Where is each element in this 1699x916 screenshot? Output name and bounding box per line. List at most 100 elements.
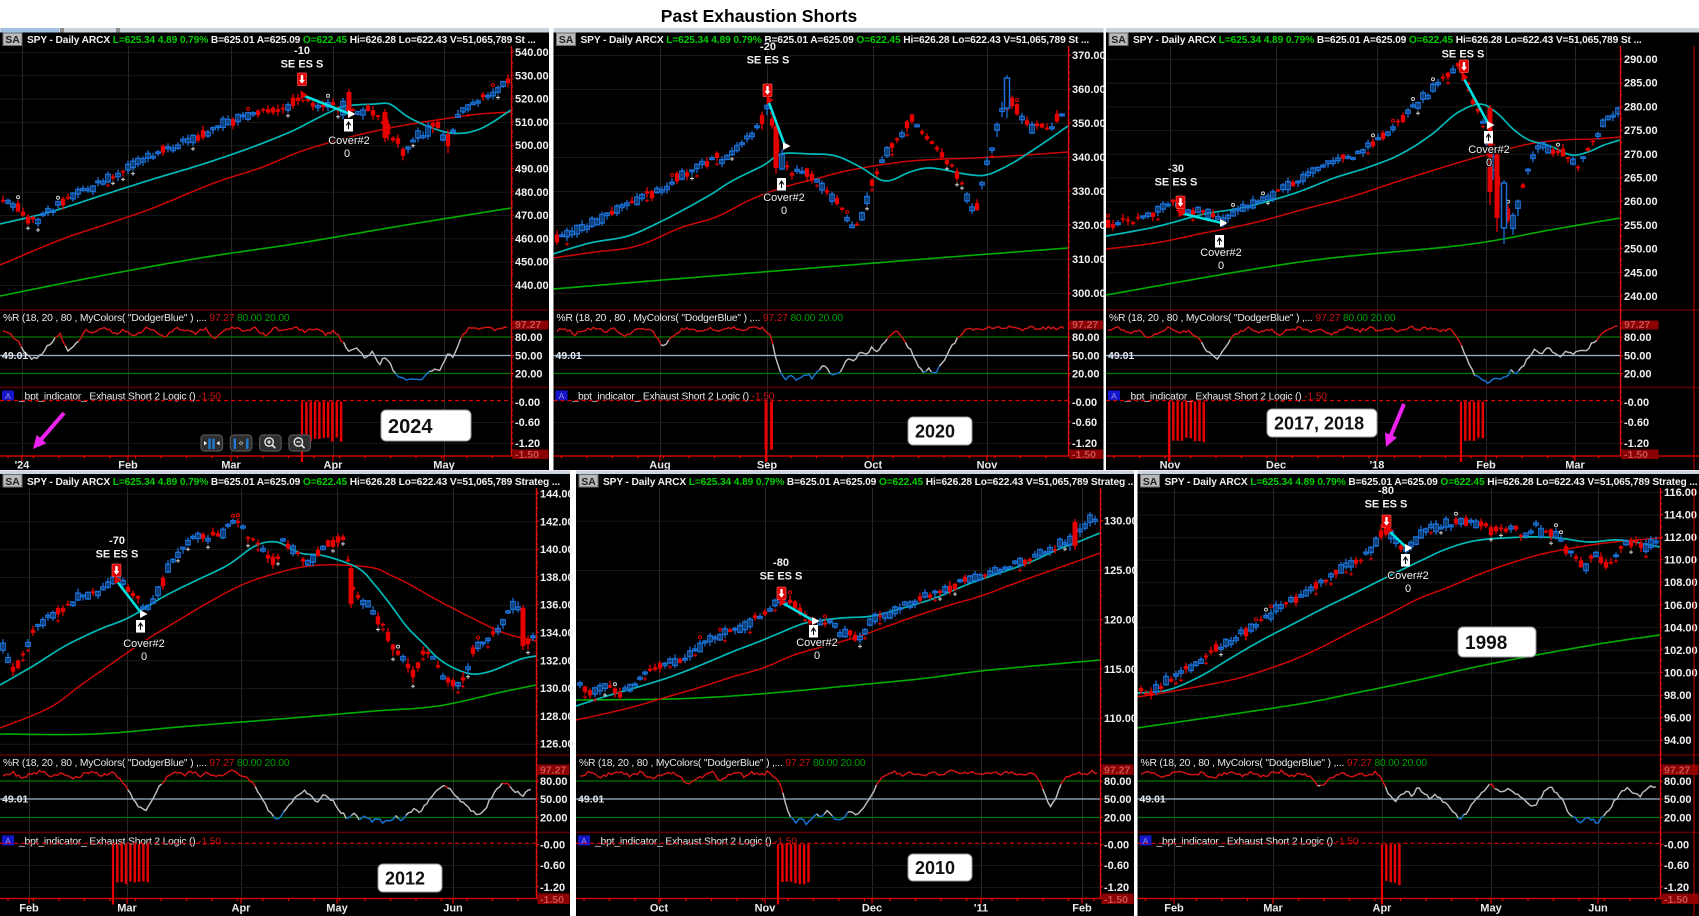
- svg-text:0: 0: [814, 650, 820, 662]
- svg-text:-0.00: -0.00: [540, 840, 565, 852]
- svg-text:%R (18, 20 , 80 , MyColors( "D: %R (18, 20 , 80 , MyColors( "DodgerBlue"…: [3, 313, 290, 324]
- svg-text:80.00: 80.00: [540, 776, 568, 788]
- svg-text:Cover#2: Cover#2: [1468, 144, 1510, 156]
- svg-text:97.27: 97.27: [1624, 319, 1650, 331]
- svg-text:SPY - Daily ARCX L=625.34 4: SPY - Daily ARCX L=625.34 4.89 0.79% B=6…: [27, 477, 560, 488]
- svg-text:97.27: 97.27: [1664, 765, 1690, 777]
- svg-text:-0.60: -0.60: [1664, 860, 1689, 872]
- svg-text:Feb: Feb: [1476, 460, 1496, 472]
- svg-text:115.00: 115.00: [1104, 664, 1137, 676]
- svg-text:SA: SA: [581, 476, 596, 488]
- svg-text:126.00: 126.00: [540, 739, 574, 751]
- svg-text:Aug: Aug: [649, 460, 670, 472]
- svg-text:0: 0: [1218, 260, 1224, 272]
- svg-text:May: May: [1480, 903, 1502, 915]
- svg-text:460.00: 460.00: [515, 233, 549, 245]
- svg-text:125.00: 125.00: [1104, 565, 1138, 577]
- svg-text:'18: '18: [1370, 460, 1385, 472]
- svg-text:120.00: 120.00: [1104, 614, 1138, 626]
- svg-text:50.00: 50.00: [1104, 794, 1132, 806]
- svg-text:Jun: Jun: [1588, 903, 1608, 915]
- svg-text:SE ES S: SE ES S: [760, 571, 803, 583]
- svg-text:104.00: 104.00: [1664, 622, 1698, 634]
- svg-text:Nov: Nov: [977, 460, 999, 472]
- svg-text:49.01: 49.01: [1108, 350, 1134, 362]
- svg-text:0: 0: [1486, 157, 1492, 169]
- svg-text:470.00: 470.00: [515, 210, 549, 222]
- svg-text:360.00: 360.00: [1072, 84, 1106, 96]
- svg-text:SPY - Daily ARCX L=625.34 4: SPY - Daily ARCX L=625.34 4.89 0.79% B=6…: [1165, 477, 1698, 488]
- svg-text:510.00: 510.00: [515, 117, 549, 129]
- svg-text:108.00: 108.00: [1664, 577, 1698, 589]
- svg-text:Apr: Apr: [324, 460, 344, 472]
- svg-text:%R (18, 20 , 80 , MyColors( "D: %R (18, 20 , 80 , MyColors( "DodgerBlue"…: [579, 758, 866, 769]
- svg-text:SA: SA: [5, 34, 20, 46]
- svg-text:Nov: Nov: [755, 903, 777, 915]
- svg-text:49.01: 49.01: [578, 794, 604, 806]
- svg-text:May: May: [326, 903, 348, 915]
- svg-text:SPY - Daily ARCX L=625.34 4: SPY - Daily ARCX L=625.34 4.89 0.79% B=6…: [581, 35, 1090, 46]
- svg-text:97.27: 97.27: [1072, 319, 1098, 331]
- svg-text:SA: SA: [1111, 34, 1126, 46]
- svg-text:A: A: [559, 391, 565, 401]
- svg-text:350.00: 350.00: [1072, 118, 1106, 130]
- svg-text:0: 0: [781, 205, 787, 217]
- svg-text:49.01: 49.01: [2, 794, 28, 806]
- svg-text:500.00: 500.00: [515, 140, 549, 152]
- svg-text:-1.50: -1.50: [1072, 449, 1096, 461]
- svg-text:97.27: 97.27: [515, 319, 541, 331]
- svg-text:0: 0: [1405, 583, 1411, 595]
- svg-text:SE ES S: SE ES S: [1365, 499, 1408, 511]
- svg-text:SE ES S: SE ES S: [96, 549, 139, 561]
- svg-text:245.00: 245.00: [1624, 267, 1658, 279]
- svg-text:Oct: Oct: [864, 460, 883, 472]
- svg-text:20.00: 20.00: [515, 369, 543, 381]
- svg-text:132.00: 132.00: [540, 655, 574, 667]
- svg-text:250.00: 250.00: [1624, 244, 1658, 256]
- svg-text:106.00: 106.00: [1664, 600, 1698, 612]
- svg-text:SE ES S: SE ES S: [1442, 49, 1485, 61]
- svg-text:Feb: Feb: [19, 903, 39, 915]
- svg-text:-1.20: -1.20: [1072, 438, 1097, 450]
- svg-text:114.00: 114.00: [1664, 510, 1697, 522]
- svg-text:A: A: [1143, 836, 1149, 846]
- svg-text:370.00: 370.00: [1072, 50, 1106, 62]
- svg-text:140.00: 140.00: [540, 544, 574, 556]
- svg-text:20.00: 20.00: [1664, 813, 1692, 825]
- svg-text:130.00: 130.00: [1104, 516, 1138, 528]
- svg-text:50.00: 50.00: [540, 794, 568, 806]
- svg-text:540.00: 540.00: [515, 47, 549, 59]
- svg-text:144.00: 144.00: [540, 489, 574, 501]
- svg-text:Mar: Mar: [1263, 903, 1283, 915]
- svg-text:-70: -70: [109, 535, 125, 547]
- svg-text:-20: -20: [760, 41, 776, 53]
- svg-text:'24: '24: [15, 460, 31, 472]
- svg-text:Past Exhaustion Shorts: Past Exhaustion Shorts: [661, 6, 858, 26]
- svg-text:Mar: Mar: [117, 903, 137, 915]
- svg-text:%R (18, 20 , 80 , MyColors( "D: %R (18, 20 , 80 , MyColors( "DodgerBlue"…: [1109, 313, 1396, 324]
- svg-text:-0.60: -0.60: [1104, 860, 1129, 872]
- svg-text:2024: 2024: [388, 416, 433, 438]
- svg-text:290.00: 290.00: [1624, 54, 1658, 66]
- svg-text:142.00: 142.00: [540, 516, 574, 528]
- svg-text:Apr: Apr: [1373, 903, 1393, 915]
- svg-text:138.00: 138.00: [540, 572, 574, 584]
- svg-text:-1.50: -1.50: [1104, 894, 1128, 906]
- svg-text:285.00: 285.00: [1624, 78, 1658, 90]
- svg-text:49.01: 49.01: [1140, 794, 1166, 806]
- svg-text:-80: -80: [1378, 485, 1394, 497]
- svg-text:50.00: 50.00: [1664, 794, 1692, 806]
- svg-text:128.00: 128.00: [540, 711, 574, 723]
- svg-text:Cover#2: Cover#2: [1200, 247, 1242, 259]
- svg-text:50.00: 50.00: [1624, 351, 1652, 363]
- svg-text:-80: -80: [773, 557, 789, 569]
- svg-text:300.00: 300.00: [1072, 288, 1106, 300]
- svg-text:%R (18, 20 , 80 , MyColors( "D: %R (18, 20 , 80 , MyColors( "DodgerBlue"…: [1141, 758, 1428, 769]
- svg-text:2017, 2018: 2017, 2018: [1274, 414, 1364, 434]
- svg-text:%R (18, 20 , 80 , MyColors( "D: %R (18, 20 , 80 , MyColors( "DodgerBlue"…: [3, 758, 290, 769]
- svg-text:2010: 2010: [915, 858, 955, 878]
- svg-text:Jun: Jun: [443, 903, 463, 915]
- svg-text:_bpt_indicator_ Exhaust Short: _bpt_indicator_ Exhaust Short 2 Logic ()…: [1124, 392, 1327, 403]
- svg-text:SA: SA: [559, 34, 574, 46]
- svg-text:340.00: 340.00: [1072, 152, 1106, 164]
